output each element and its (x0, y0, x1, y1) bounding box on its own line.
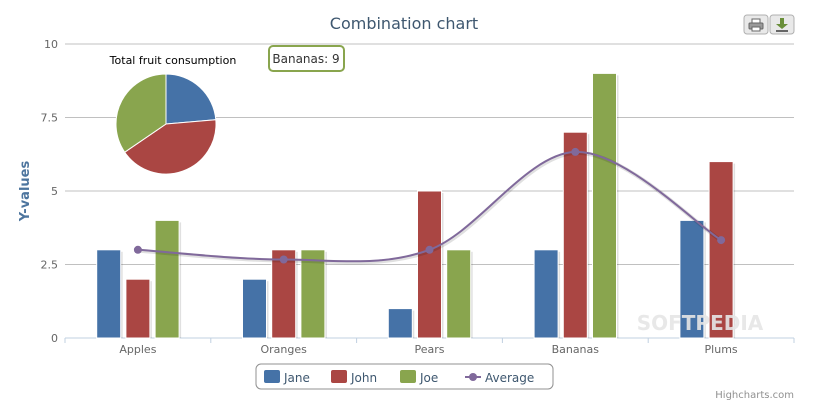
bar-john-plums[interactable] (708, 161, 734, 339)
bar-jane-apples[interactable] (96, 249, 122, 339)
bar-john-oranges[interactable] (271, 249, 297, 339)
legend: Jane John Joe Average (255, 363, 554, 390)
average-point-oranges[interactable] (279, 255, 288, 264)
credits-link[interactable]: Highcharts.com (715, 390, 794, 401)
legend-item-john[interactable]: John (331, 370, 377, 385)
legend-item-jane[interactable]: Jane (264, 370, 310, 385)
y-tick-label: 10 (44, 38, 58, 51)
legend-label: Jane (283, 371, 310, 385)
chart-title: Combination chart (330, 14, 478, 33)
bar-jane-pears[interactable] (387, 308, 413, 339)
download-icon (776, 18, 788, 32)
average-point-bananas[interactable] (571, 147, 580, 156)
pie-chart: Total fruit consumption (109, 54, 237, 175)
tooltip-text: Bananas: 9 (272, 52, 339, 66)
bar-jane-oranges[interactable] (242, 278, 267, 339)
y-tick-label: 5 (51, 185, 58, 198)
legend-item-average[interactable]: Average (465, 371, 534, 385)
print-button[interactable] (743, 14, 769, 35)
tooltip-box (268, 45, 345, 72)
export-button[interactable] (769, 14, 795, 35)
legend-symbol (331, 370, 347, 383)
average-series (133, 147, 726, 265)
bar-joe-oranges[interactable] (300, 249, 326, 339)
x-tick-label: Apples (119, 343, 156, 356)
bar-joe-apples[interactable] (154, 219, 180, 339)
x-tick-label: Plums (705, 343, 738, 356)
pie-slice-jane[interactable] (165, 73, 217, 125)
legend-label: John (350, 371, 377, 385)
y-tick-label: 7.5 (41, 112, 59, 125)
tooltip: Bananas: 9 (268, 45, 345, 72)
bar-joe-bananas[interactable] (592, 72, 617, 339)
average-point-pears[interactable] (425, 245, 434, 254)
bar-john-apples[interactable] (125, 278, 151, 339)
pie-slice-joe[interactable] (115, 73, 167, 153)
bar-jane-plums[interactable] (679, 219, 705, 339)
legend-label: Joe (419, 371, 438, 385)
watermark: SOFTPEDIA (637, 311, 764, 335)
bar-joe-pears[interactable] (446, 249, 472, 339)
x-tick-label: Oranges (261, 343, 308, 356)
legend-label: Average (485, 371, 534, 385)
y-axis-ticks: 0 2.5 5 7.5 10 (41, 38, 59, 345)
bar-series (96, 72, 736, 339)
x-tick-label: Bananas (552, 343, 600, 356)
bar-jane-bananas[interactable] (533, 249, 559, 339)
pie-title: Total fruit consumption (109, 54, 237, 67)
legend-symbol (400, 370, 416, 383)
bar-john-bananas[interactable] (562, 131, 588, 339)
printer-icon (748, 18, 764, 32)
x-axis: Apples Oranges Pears Bananas Plums (64, 337, 795, 356)
legend-item-joe[interactable]: Joe (400, 370, 438, 385)
x-tick-label: Pears (414, 343, 444, 356)
y-tick-label: 0 (51, 332, 58, 345)
y-tick-label: 2.5 (41, 259, 59, 272)
y-axis-title: Y-values (18, 161, 33, 223)
legend-symbol (264, 370, 280, 383)
average-point-plums[interactable] (717, 236, 726, 245)
pie-slice-john[interactable] (124, 119, 217, 175)
average-point-apples[interactable] (133, 245, 142, 254)
bar-john-pears[interactable] (417, 190, 442, 339)
legend-symbol-marker (469, 373, 477, 381)
